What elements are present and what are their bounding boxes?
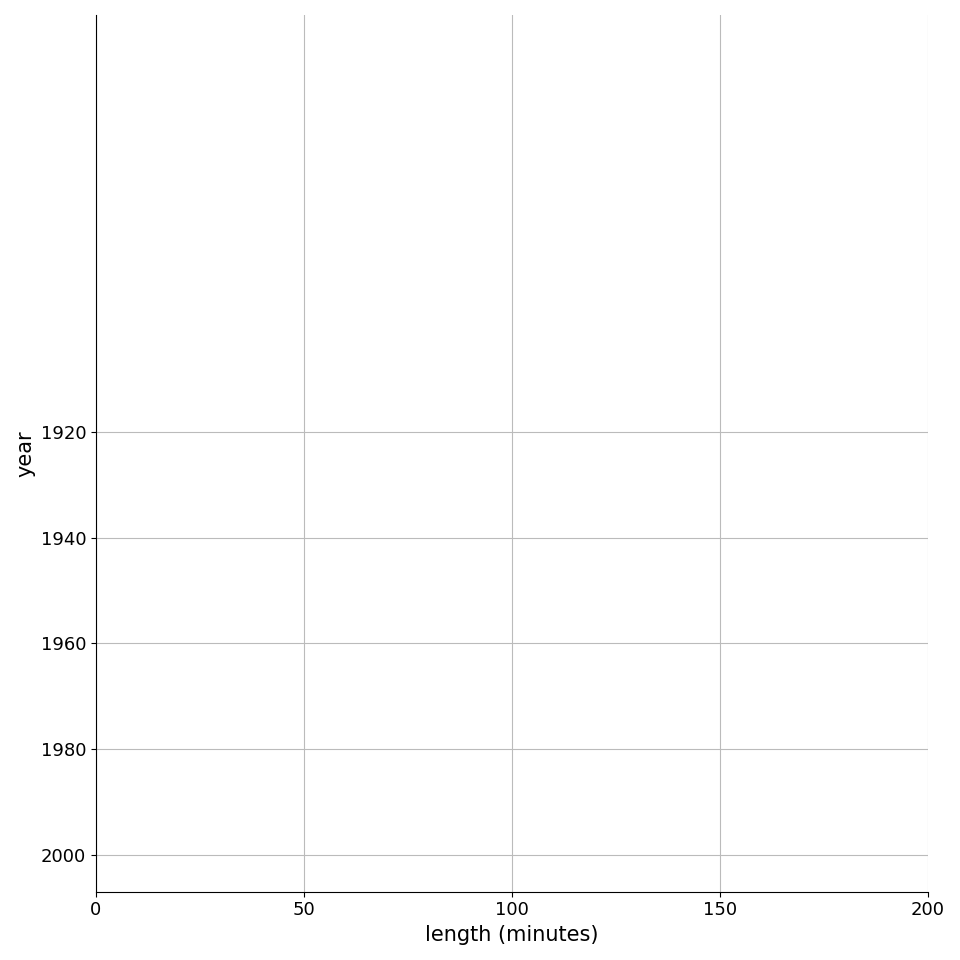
- X-axis label: length (minutes): length (minutes): [425, 925, 599, 945]
- Y-axis label: year: year: [15, 430, 35, 477]
